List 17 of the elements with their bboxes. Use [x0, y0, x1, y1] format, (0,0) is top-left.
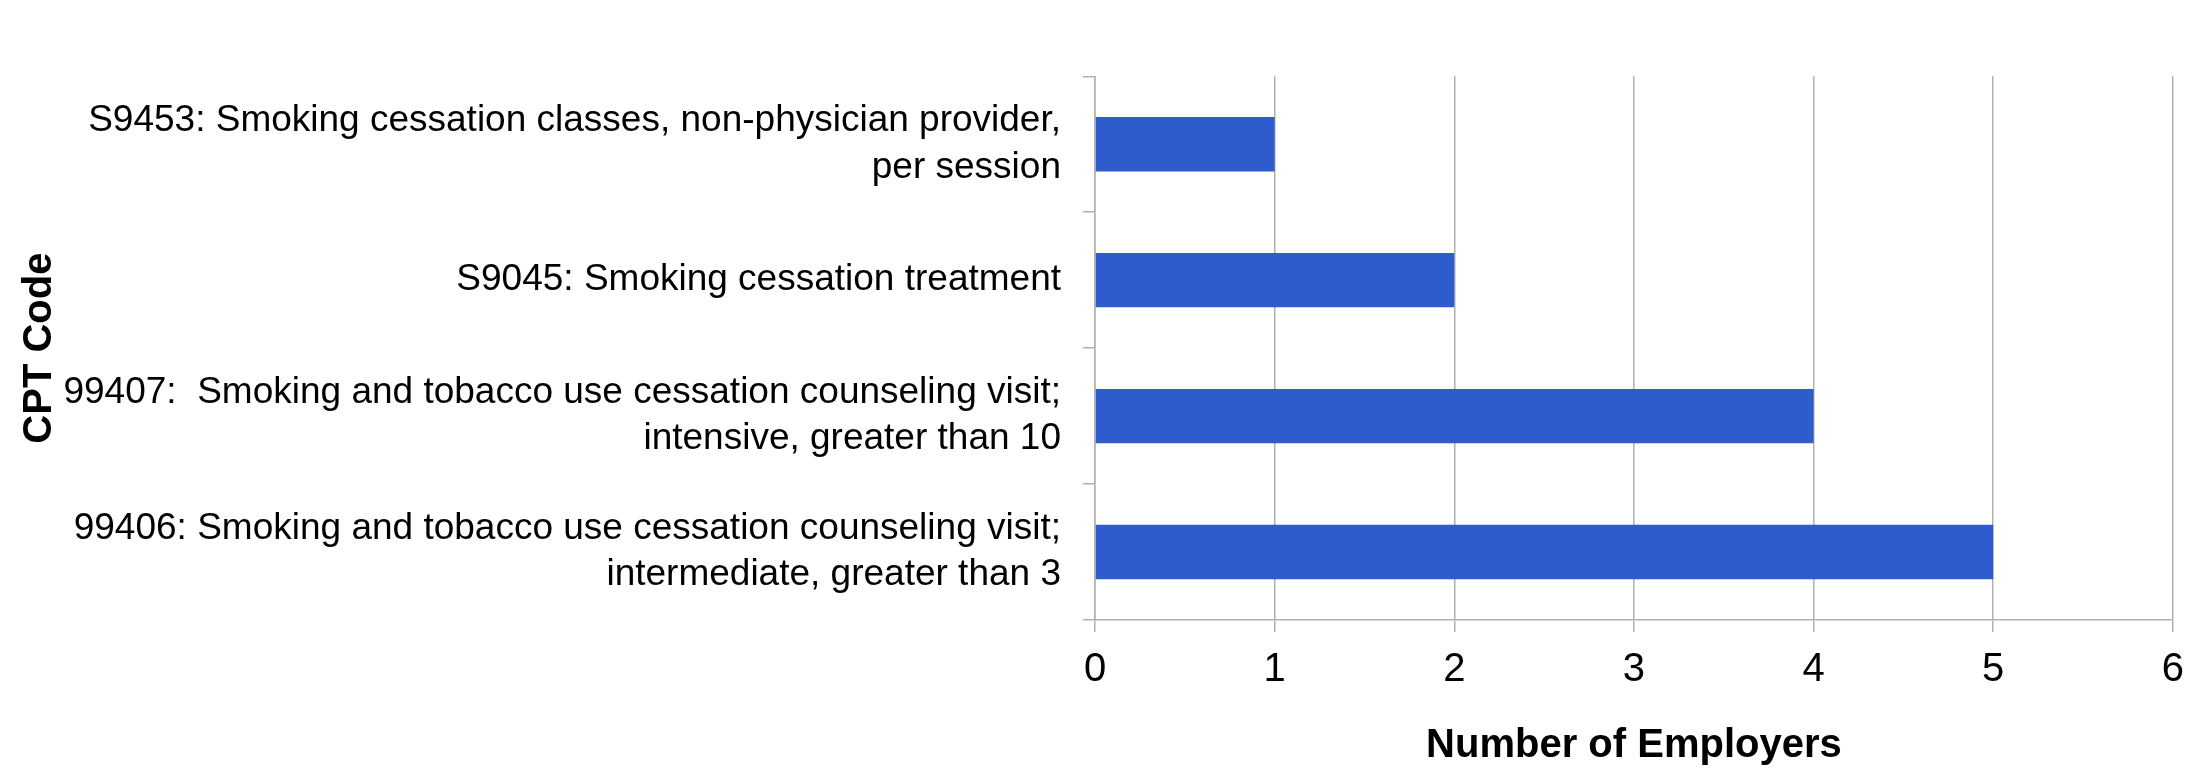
- x-tick-label: 3: [1622, 645, 1646, 690]
- x-tick-label: 1: [1263, 645, 1286, 690]
- bar: [1095, 117, 1275, 172]
- x-tick-label: 4: [1802, 645, 1825, 690]
- y-tick-label: S9453: Smoking cessation classes, non-physician provider, per session: [88, 98, 1061, 186]
- y-tick-label: 99407: Smoking and tobacco use cessation counseling visit; intensive, greater than 10: [63, 370, 1061, 458]
- x-tick-label: 6: [2161, 645, 2184, 690]
- x-axis-title: Number of Employers: [1426, 721, 1842, 766]
- bar: [1095, 388, 1814, 444]
- x-tick-label: 2: [1443, 645, 1466, 690]
- y-tick-label: 99406: Smoking and tobacco use cessation counseling visit; intermediate, greater than 3: [73, 506, 1061, 594]
- bar: [1095, 252, 1455, 308]
- y-axis-title: CPT Code: [15, 252, 60, 444]
- x-tick-label: 5: [1982, 645, 2005, 690]
- y-tick-label: S9045: Smoking cessation treatment: [456, 257, 1062, 299]
- x-tick-label: 0: [1083, 645, 1107, 690]
- bar: [1095, 524, 1994, 580]
